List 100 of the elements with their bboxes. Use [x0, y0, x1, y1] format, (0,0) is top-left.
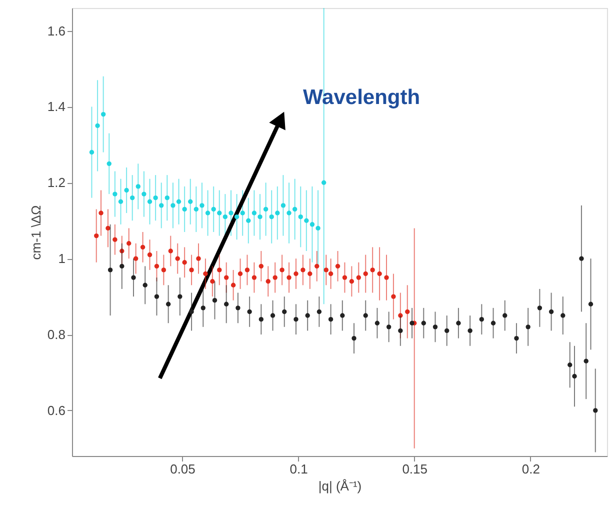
point: [154, 264, 160, 269]
point: [126, 241, 132, 246]
point: [370, 268, 375, 272]
point: [205, 210, 210, 216]
point: [170, 203, 176, 208]
y-tick-label: 0.6: [47, 402, 66, 418]
point: [456, 320, 461, 326]
point: [236, 306, 240, 310]
point: [89, 150, 94, 155]
point: [490, 320, 496, 326]
point: [95, 123, 100, 128]
x-tick-label: 0.05: [170, 462, 196, 476]
point: [335, 264, 340, 269]
point: [133, 256, 138, 261]
point: [579, 256, 584, 261]
point: [468, 328, 472, 334]
y-tick-label: 1.2: [47, 175, 66, 190]
point: [147, 199, 152, 204]
point: [384, 275, 389, 280]
point: [305, 313, 310, 318]
point: [142, 282, 148, 288]
point: [298, 214, 303, 220]
point: [131, 275, 136, 280]
point: [391, 294, 396, 299]
point: [328, 271, 334, 276]
x-axis-title: |q| (Å⁻¹): [318, 478, 362, 494]
point: [479, 316, 484, 322]
point: [108, 268, 113, 272]
x-tick-label: 0.1: [290, 462, 308, 476]
point: [252, 210, 257, 216]
point: [140, 244, 146, 250]
point: [568, 362, 572, 368]
point: [560, 313, 566, 318]
point: [175, 256, 180, 261]
point: [352, 336, 356, 341]
point: [176, 199, 182, 204]
y-tick-label: 1: [58, 251, 66, 266]
point: [272, 275, 278, 280]
point: [310, 222, 315, 227]
point: [300, 268, 306, 272]
point: [377, 271, 382, 276]
point: [280, 268, 284, 272]
point: [189, 309, 194, 314]
point: [94, 233, 99, 238]
point: [98, 210, 104, 216]
point: [164, 195, 170, 200]
point: [200, 306, 206, 310]
point: [263, 206, 268, 212]
point: [269, 214, 274, 220]
point: [316, 226, 320, 231]
point: [548, 309, 554, 314]
point: [100, 112, 106, 117]
point: [342, 275, 348, 280]
point: [194, 206, 199, 212]
point: [286, 210, 292, 216]
point: [340, 313, 345, 318]
point: [275, 210, 280, 216]
point: [308, 271, 312, 276]
point: [106, 226, 110, 231]
y-tick-label: 1.4: [47, 99, 66, 114]
point: [118, 199, 124, 204]
point: [154, 294, 160, 299]
point: [349, 279, 354, 284]
point: [572, 374, 577, 379]
point: [166, 302, 171, 306]
x-tick-label: 0.2: [522, 462, 540, 476]
point: [240, 210, 245, 216]
point: [136, 184, 140, 189]
point: [211, 206, 216, 212]
point: [224, 275, 229, 280]
point: [514, 336, 519, 341]
point: [153, 195, 158, 200]
point: [210, 279, 215, 284]
point: [168, 248, 173, 254]
point: [142, 192, 146, 196]
point: [588, 302, 594, 306]
point: [124, 188, 129, 193]
point: [282, 309, 287, 314]
point: [212, 298, 218, 303]
point: [112, 192, 118, 196]
point: [182, 260, 187, 265]
point: [294, 316, 298, 322]
point: [502, 313, 508, 318]
point: [398, 313, 403, 318]
x-tick-label: 0.15: [402, 462, 428, 476]
point: [159, 203, 164, 208]
point: [421, 320, 426, 326]
point: [324, 268, 328, 272]
point: [230, 282, 236, 288]
y-tick-label: 1.6: [47, 23, 66, 38]
point: [252, 275, 257, 280]
point: [444, 328, 450, 334]
point: [258, 264, 264, 269]
point: [292, 206, 298, 212]
point: [238, 271, 243, 276]
point: [244, 268, 250, 272]
point: [196, 256, 201, 261]
point: [182, 206, 187, 212]
point: [258, 316, 264, 322]
point: [304, 218, 309, 223]
